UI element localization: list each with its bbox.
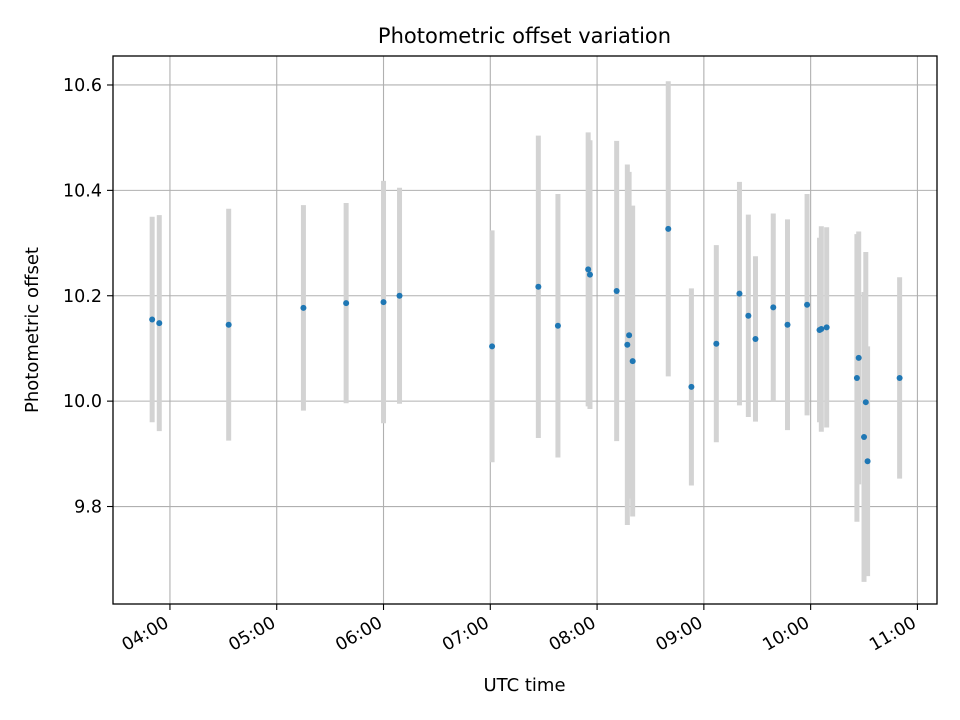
data-point: [149, 316, 156, 323]
data-point: [864, 458, 871, 465]
data-point: [861, 433, 868, 440]
plot-frame: [112, 55, 938, 605]
data-point: [855, 354, 862, 361]
data-point: [489, 343, 496, 350]
data-point: [770, 304, 777, 311]
data-point: [818, 325, 825, 332]
data-point: [535, 283, 542, 290]
x-axis-label: UTC time: [483, 675, 565, 696]
data-point: [380, 299, 387, 306]
y-tick-label: 10.0: [63, 392, 102, 412]
y-tick-label: 10.4: [63, 181, 102, 201]
data-points: [149, 225, 903, 465]
grid: [113, 56, 937, 604]
data-point: [554, 322, 561, 329]
data-point: [688, 383, 695, 390]
y-tick-label: 10.2: [63, 287, 102, 307]
data-point: [626, 332, 633, 339]
data-point: [629, 358, 636, 365]
data-point: [225, 321, 232, 328]
y-axis-label: Photometric offset: [22, 247, 43, 413]
data-point: [586, 271, 593, 278]
y-tick-label: 9.8: [74, 498, 102, 518]
data-point: [853, 374, 860, 381]
data-point: [804, 301, 811, 308]
data-point: [713, 340, 720, 347]
data-point: [665, 225, 672, 232]
data-point: [862, 399, 869, 406]
data-point: [823, 324, 830, 331]
data-point: [896, 374, 903, 381]
data-point: [300, 304, 307, 311]
data-point: [156, 320, 163, 327]
chart-title: Photometric offset variation: [378, 24, 671, 48]
y-tick-label: 10.6: [63, 76, 102, 96]
data-point: [752, 335, 759, 342]
data-point: [784, 321, 791, 328]
data-point: [624, 341, 631, 348]
y-axis-ticks: 9.8 10.0 10.2 10.4 10.6: [63, 76, 113, 518]
data-point: [745, 312, 752, 319]
data-point: [585, 266, 592, 273]
data-point: [396, 292, 403, 299]
data-point: [736, 290, 743, 297]
data-point: [343, 300, 350, 307]
data-point: [613, 288, 620, 295]
